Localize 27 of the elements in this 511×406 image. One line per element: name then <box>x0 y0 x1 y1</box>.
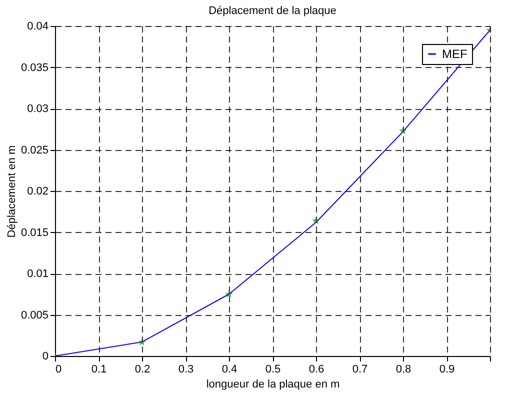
y-tick-label: 0.03 <box>27 103 48 115</box>
chart-title: Déplacement de la plaque <box>208 5 336 17</box>
x-tick-label: 0.3 <box>178 364 194 376</box>
x-tick-label: 0.2 <box>134 364 150 376</box>
y-axis-title: Déplacement en m <box>6 145 18 238</box>
point <box>399 126 407 134</box>
legend-label: MEF <box>442 47 468 61</box>
y-tick-label: 0.01 <box>27 268 48 280</box>
x-tick-label: 0 <box>56 364 62 376</box>
x-tick-label: 0.1 <box>91 364 107 376</box>
x-tick-label: 0.7 <box>352 364 368 376</box>
y-tick-label: 0 <box>42 350 48 362</box>
y-tick-label: 0.005 <box>20 309 48 322</box>
point <box>225 290 233 298</box>
x-tick-label: 0.4 <box>222 364 238 376</box>
x-tick-label: 0.5 <box>265 364 281 376</box>
y-tick-label: 0.035 <box>20 62 48 74</box>
x-tick-label: 0.9 <box>439 364 455 376</box>
y-tick-label: 0.02 <box>27 186 48 198</box>
y-tick-label: 0.025 <box>20 144 48 156</box>
point <box>312 216 320 224</box>
point <box>138 338 146 346</box>
y-tick-label: 0.015 <box>20 226 48 239</box>
y-tick-label: 0.04 <box>27 20 48 32</box>
x-tick-label: 0.8 <box>396 364 412 376</box>
x-tick-label: 0.6 <box>308 364 324 376</box>
x-axis-title: longueur de la plaque en m <box>206 378 340 390</box>
